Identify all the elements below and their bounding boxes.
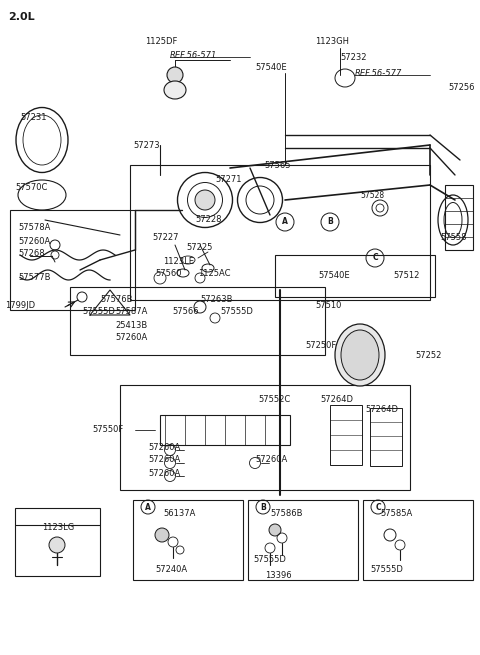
Text: 57264D: 57264D bbox=[365, 405, 398, 415]
Bar bbox=[275, 255, 435, 297]
Text: 57264D: 57264D bbox=[320, 396, 353, 405]
Text: 57260A: 57260A bbox=[115, 333, 147, 341]
Bar bbox=[370, 408, 402, 466]
Text: 57555D: 57555D bbox=[370, 565, 403, 574]
Bar bbox=[130, 165, 430, 300]
Text: 57565: 57565 bbox=[264, 160, 290, 170]
Text: 57577B: 57577B bbox=[18, 274, 50, 282]
Bar bbox=[445, 185, 473, 250]
Text: 57256: 57256 bbox=[448, 83, 475, 92]
Text: 1123LE: 1123LE bbox=[163, 257, 194, 265]
Text: 57585A: 57585A bbox=[380, 508, 412, 517]
Bar bbox=[120, 385, 410, 490]
Text: 57250F: 57250F bbox=[305, 341, 336, 350]
Bar bbox=[330, 405, 362, 465]
Text: 57555D: 57555D bbox=[220, 307, 253, 316]
Text: B: B bbox=[327, 217, 333, 227]
Text: 57566: 57566 bbox=[172, 307, 199, 316]
Text: 1125AC: 1125AC bbox=[198, 269, 230, 278]
Text: 57260A: 57260A bbox=[148, 455, 180, 464]
Text: REF.56-571: REF.56-571 bbox=[170, 50, 217, 60]
Text: C: C bbox=[375, 502, 381, 512]
Text: 56137A: 56137A bbox=[163, 508, 195, 517]
Text: 57552C: 57552C bbox=[258, 396, 290, 405]
Text: 57555D: 57555D bbox=[253, 555, 286, 565]
Ellipse shape bbox=[335, 324, 385, 386]
Text: 57240A: 57240A bbox=[155, 565, 187, 574]
Text: 57227: 57227 bbox=[152, 233, 179, 242]
Text: 57232: 57232 bbox=[340, 54, 367, 62]
Ellipse shape bbox=[341, 330, 379, 380]
Text: 57231: 57231 bbox=[20, 113, 47, 122]
Text: REF.56-577: REF.56-577 bbox=[355, 69, 402, 77]
Text: 57578A: 57578A bbox=[18, 223, 50, 233]
Text: 57512: 57512 bbox=[393, 271, 420, 280]
Bar bbox=[15, 508, 100, 576]
Bar bbox=[133, 500, 243, 580]
Text: A: A bbox=[145, 502, 151, 512]
Text: 57273: 57273 bbox=[133, 141, 160, 149]
Text: 57260A: 57260A bbox=[255, 455, 287, 464]
Text: 57268: 57268 bbox=[18, 248, 45, 257]
Bar bbox=[363, 500, 473, 580]
Text: 57510: 57510 bbox=[315, 301, 341, 310]
Text: 57528: 57528 bbox=[360, 191, 384, 200]
Text: 57225: 57225 bbox=[186, 244, 212, 252]
Circle shape bbox=[155, 528, 169, 542]
Text: 57558: 57558 bbox=[440, 233, 467, 242]
Text: 25413B: 25413B bbox=[115, 320, 147, 329]
Text: 57260A: 57260A bbox=[148, 468, 180, 477]
Text: 57555D: 57555D bbox=[82, 307, 115, 316]
Text: 13396: 13396 bbox=[265, 571, 292, 580]
Circle shape bbox=[167, 67, 183, 83]
Circle shape bbox=[49, 537, 65, 553]
Bar bbox=[10, 210, 135, 310]
Text: 1123GH: 1123GH bbox=[315, 37, 349, 47]
Text: 57271: 57271 bbox=[215, 176, 241, 185]
Text: 57260A: 57260A bbox=[18, 238, 50, 246]
Text: 2.0L: 2.0L bbox=[8, 12, 35, 22]
Text: 57540E: 57540E bbox=[255, 64, 287, 73]
Text: B: B bbox=[260, 502, 266, 512]
Bar bbox=[248, 500, 358, 580]
Text: 57576B: 57576B bbox=[100, 295, 132, 305]
Circle shape bbox=[195, 190, 215, 210]
Circle shape bbox=[269, 524, 281, 536]
Text: 57586B: 57586B bbox=[270, 508, 302, 517]
Text: 57228: 57228 bbox=[195, 215, 221, 225]
Text: 57560: 57560 bbox=[155, 269, 181, 278]
Bar bbox=[160, 415, 290, 445]
Text: 57263B: 57263B bbox=[200, 295, 232, 305]
Text: A: A bbox=[282, 217, 288, 227]
Text: 1123LG: 1123LG bbox=[42, 523, 74, 533]
Text: 57260A: 57260A bbox=[148, 443, 180, 451]
Text: 57570C: 57570C bbox=[15, 183, 48, 193]
Text: 57587A: 57587A bbox=[115, 307, 147, 316]
Ellipse shape bbox=[164, 81, 186, 99]
Text: 57550F: 57550F bbox=[92, 426, 123, 434]
Bar bbox=[70, 287, 325, 355]
Text: 1799JD: 1799JD bbox=[5, 301, 35, 310]
Text: C: C bbox=[372, 253, 378, 263]
Text: 57540E: 57540E bbox=[318, 271, 349, 280]
Text: 1125DF: 1125DF bbox=[145, 37, 178, 47]
Text: 57252: 57252 bbox=[415, 350, 442, 360]
